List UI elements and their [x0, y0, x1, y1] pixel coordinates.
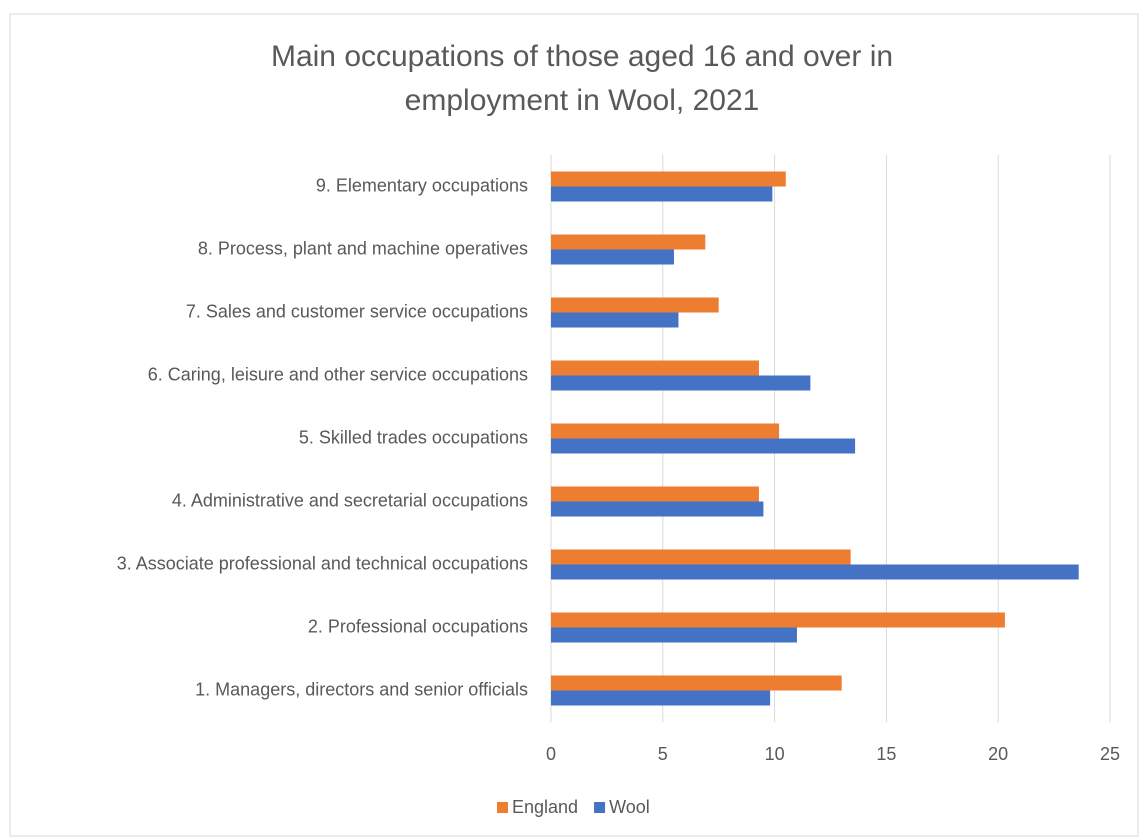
y-tick-label: 2. Professional occupations [308, 616, 528, 636]
y-tick-label: 4. Administrative and secretarial occupa… [172, 490, 528, 510]
legend-swatch [594, 802, 606, 813]
y-tick-label: 3. Associate professional and technical … [117, 553, 528, 573]
bar [551, 501, 764, 517]
bar [551, 171, 786, 187]
bar [551, 438, 856, 454]
bar [551, 690, 771, 706]
x-tick-label: 25 [1100, 744, 1120, 764]
bar [551, 549, 851, 565]
x-tick-label: 0 [546, 744, 556, 764]
bar [551, 612, 1005, 628]
bar [551, 486, 759, 502]
legend-swatch [497, 802, 508, 813]
x-tick-label: 5 [658, 744, 668, 764]
bar [551, 564, 1079, 580]
bar [551, 360, 759, 376]
bar [551, 675, 842, 691]
x-tick-label: 20 [988, 744, 1008, 764]
legend-label: England [512, 797, 578, 817]
y-tick-label: 1. Managers, directors and senior offici… [195, 679, 528, 699]
y-tick-label: 5. Skilled trades occupations [299, 427, 528, 447]
chart-title: Main occupations of those aged 16 and ov… [271, 40, 893, 73]
chart-title: employment in Wool, 2021 [405, 84, 760, 117]
legend-label: Wool [609, 797, 650, 817]
bar [551, 186, 773, 202]
x-tick-label: 15 [876, 744, 896, 764]
bar [551, 423, 780, 439]
bar [551, 375, 811, 391]
bar [551, 249, 674, 265]
y-tick-label: 8. Process, plant and machine operatives [198, 238, 528, 258]
y-tick-label: 6. Caring, leisure and other service occ… [148, 364, 528, 384]
y-tick-label: 7. Sales and customer service occupation… [186, 301, 528, 321]
bar [551, 234, 706, 250]
bar [551, 627, 797, 643]
x-tick-label: 10 [765, 744, 785, 764]
bar [551, 312, 679, 328]
y-tick-label: 9. Elementary occupations [316, 175, 528, 195]
bar [551, 297, 719, 313]
